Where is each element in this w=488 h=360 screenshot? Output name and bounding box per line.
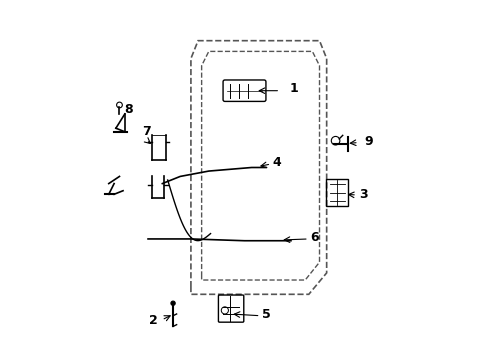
Text: 4: 4 — [272, 156, 281, 169]
Text: 2: 2 — [149, 314, 158, 327]
Circle shape — [171, 301, 175, 305]
Text: 5: 5 — [261, 308, 270, 321]
Text: 1: 1 — [288, 82, 297, 95]
Text: 3: 3 — [358, 188, 366, 201]
Text: 7: 7 — [142, 125, 150, 138]
Text: 9: 9 — [364, 135, 372, 148]
Text: 8: 8 — [123, 103, 132, 116]
Text: 6: 6 — [310, 231, 319, 244]
